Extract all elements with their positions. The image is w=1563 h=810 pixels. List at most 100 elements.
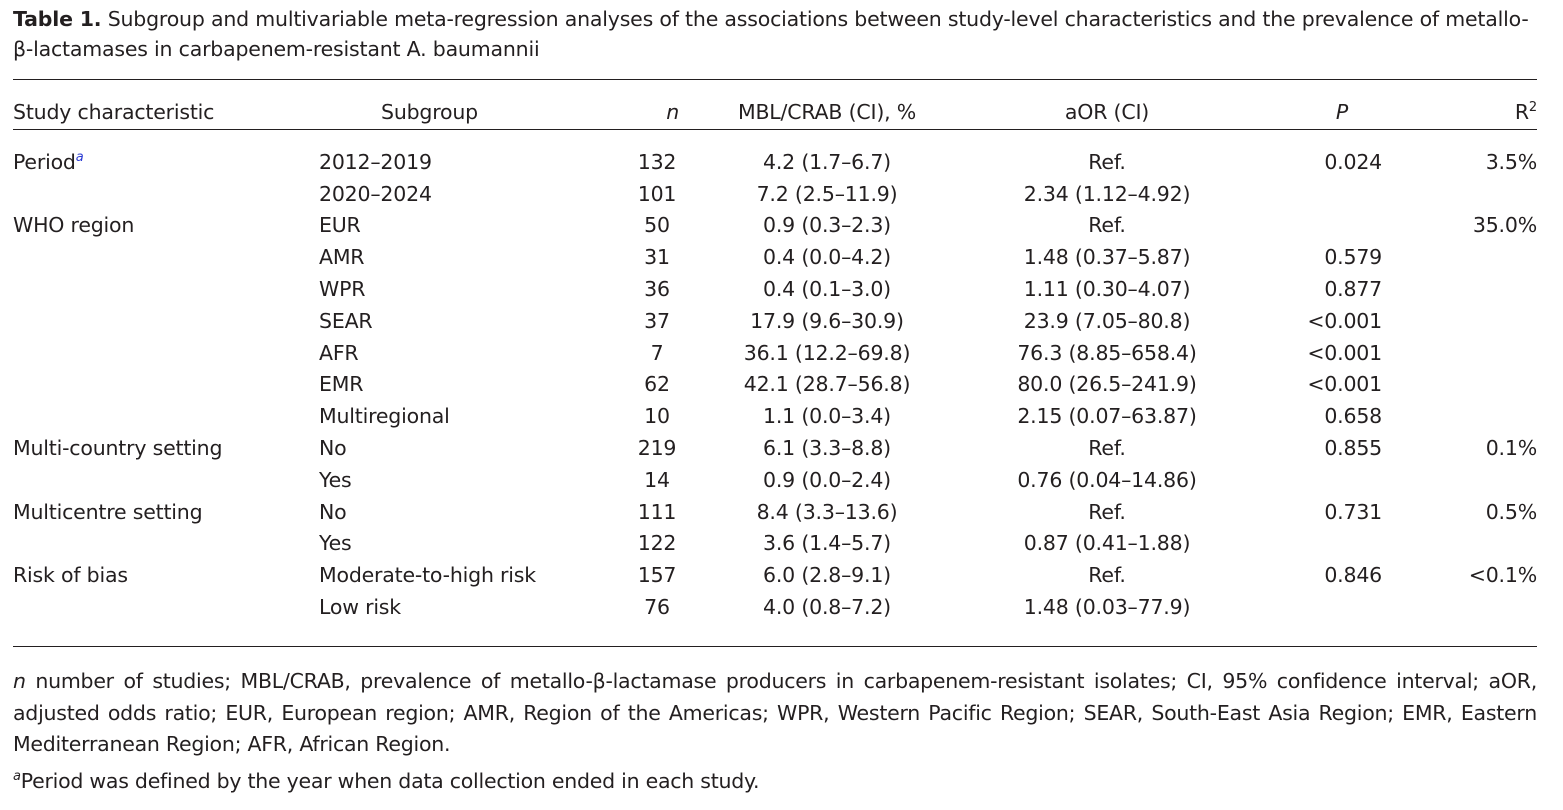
cell-mbl-text: 0.4 (0.1–3.0) — [763, 277, 891, 302]
cell-aor: Ref. — [967, 210, 1247, 242]
cell-aor: Ref. — [967, 432, 1247, 464]
cell-aor-text: 1.11 (0.30–4.07) — [1023, 277, 1191, 302]
cell-n: 7 — [569, 337, 687, 369]
cell-subgroup-text: AMR — [319, 245, 365, 270]
cell-r2-text: 35.0% — [1472, 213, 1537, 238]
cell-characteristic: Risk of bias — [13, 559, 319, 591]
cell-p-text: 0.855 — [1324, 436, 1382, 461]
cell-p-text: 0.579 — [1324, 245, 1382, 270]
cell-n-text: 132 — [637, 149, 677, 174]
cell-aor-text: Ref. — [1088, 213, 1126, 238]
cell-p: <0.001 — [1247, 337, 1437, 369]
cell-n-text: 219 — [637, 436, 677, 461]
cell-characteristic — [13, 178, 319, 210]
cell-characteristic-text: Period — [13, 149, 76, 174]
cell-r2 — [1437, 400, 1537, 432]
footnote-abbreviations: n number of studies; MBL/CRAB, prevalenc… — [13, 669, 1537, 756]
table-row: EMR 62 42.1 (28.7–56.8) 80.0 (26.5–241.9) <0… — [13, 369, 1537, 401]
cell-characteristic — [13, 337, 319, 369]
header-subgroup: Subgroup — [319, 94, 569, 130]
cell-n-text: 7 — [650, 340, 664, 365]
cell-mbl: 0.9 (0.3–2.3) — [687, 210, 967, 242]
cell-characteristic — [13, 464, 319, 496]
cell-mbl-text: 6.0 (2.8–9.1) — [763, 563, 891, 588]
cell-r2-text: <0.1% — [1468, 563, 1537, 588]
footnote-n-italic: n — [13, 669, 26, 693]
cell-aor-text: 1.48 (0.37–5.87) — [1023, 245, 1191, 270]
cell-r2-text: 3.5% — [1485, 149, 1537, 174]
footnote-a-marker: a — [13, 768, 21, 784]
cell-aor-text: Ref. — [1088, 499, 1126, 524]
cell-n: 36 — [569, 273, 687, 305]
cell-r2 — [1437, 241, 1537, 273]
cell-aor-text: 76.3 (8.85–658.4) — [1017, 340, 1197, 365]
cell-mbl-text: 0.9 (0.0–2.4) — [763, 467, 891, 492]
cell-r2-text: 0.1% — [1485, 436, 1537, 461]
cell-aor: 76.3 (8.85–658.4) — [967, 337, 1247, 369]
cell-subgroup-text: Yes — [319, 531, 352, 556]
cell-mbl-text: 4.2 (1.7–6.7) — [763, 149, 891, 174]
cell-characteristic-text: WHO region — [13, 213, 135, 238]
cell-characteristic — [13, 400, 319, 432]
cell-n: 101 — [569, 178, 687, 210]
cell-n-text: 62 — [644, 372, 670, 397]
cell-n: 157 — [569, 559, 687, 591]
cell-n: 31 — [569, 241, 687, 273]
cell-mbl: 17.9 (9.6–30.9) — [687, 305, 967, 337]
cell-mbl-text: 0.4 (0.0–4.2) — [763, 245, 891, 270]
cell-characteristic: WHO region — [13, 210, 319, 242]
table-row: SEAR 37 17.9 (9.6–30.9) 23.9 (7.05–80.8) <0.… — [13, 305, 1537, 337]
cell-subgroup-text: No — [319, 499, 347, 524]
top-rule — [13, 79, 1537, 80]
cell-r2: 0.5% — [1437, 496, 1537, 528]
cell-aor: Ref. — [967, 496, 1247, 528]
cell-subgroup-text: 2012–2019 — [319, 149, 432, 174]
cell-characteristic: Multicentre setting — [13, 496, 319, 528]
cell-p: <0.001 — [1247, 305, 1437, 337]
cell-aor: Ref. — [967, 130, 1247, 178]
cell-subgroup-text: EUR — [319, 213, 361, 238]
cell-mbl: 7.2 (2.5–11.9) — [687, 178, 967, 210]
footnote-ref-a[interactable]: a — [75, 150, 84, 166]
cell-n: 76 — [569, 591, 687, 623]
cell-n-text: 157 — [637, 563, 677, 588]
cell-aor-text: 2.34 (1.12–4.92) — [1023, 181, 1191, 206]
cell-r2-text: 0.5% — [1485, 499, 1537, 524]
cell-mbl-text: 17.9 (9.6–30.9) — [750, 308, 904, 333]
cell-subgroup: Yes — [319, 528, 569, 560]
cell-aor: 2.34 (1.12–4.92) — [967, 178, 1247, 210]
cell-n-text: 122 — [637, 531, 677, 556]
cell-r2 — [1437, 528, 1537, 560]
cell-mbl-text: 42.1 (28.7–56.8) — [743, 372, 911, 397]
cell-subgroup: EUR — [319, 210, 569, 242]
cell-n-text: 36 — [644, 277, 670, 302]
table-row: WHO region EUR 50 0.9 (0.3–2.3) Ref. 35.0% — [13, 210, 1537, 242]
cell-characteristic — [13, 305, 319, 337]
cell-aor-text: Ref. — [1088, 436, 1126, 461]
cell-mbl-text: 1.1 (0.0–3.4) — [763, 404, 891, 429]
cell-n: 50 — [569, 210, 687, 242]
cell-aor: 23.9 (7.05–80.8) — [967, 305, 1247, 337]
footnote-abbrev-text: number of studies; MBL/CRAB, prevalence … — [13, 669, 1537, 756]
table-row: Yes 122 3.6 (1.4–5.7) 0.87 (0.41–1.88) — [13, 528, 1537, 560]
cell-n: 132 — [569, 130, 687, 178]
cell-p: 0.731 — [1247, 496, 1437, 528]
cell-subgroup: Yes — [319, 464, 569, 496]
cell-mbl: 0.4 (0.1–3.0) — [687, 273, 967, 305]
cell-subgroup-text: AFR — [319, 340, 359, 365]
cell-p-text: 0.731 — [1324, 499, 1382, 524]
cell-r2 — [1437, 178, 1537, 210]
cell-subgroup-text: EMR — [319, 372, 364, 397]
header-subgroup-label: Subgroup — [381, 100, 478, 124]
cell-mbl: 6.1 (3.3–8.8) — [687, 432, 967, 464]
cell-mbl: 0.4 (0.0–4.2) — [687, 241, 967, 273]
cell-n-text: 111 — [637, 499, 677, 524]
cell-p: <0.001 — [1247, 369, 1437, 401]
cell-p-text: 0.658 — [1324, 404, 1382, 429]
cell-characteristic-text: Risk of bias — [13, 563, 128, 588]
cell-mbl: 8.4 (3.3–13.6) — [687, 496, 967, 528]
header-r2-label: R — [1514, 100, 1529, 124]
cell-r2 — [1437, 369, 1537, 401]
cell-p-text: 0.846 — [1324, 563, 1382, 588]
cell-subgroup: Moderate-to-high risk — [319, 559, 569, 591]
